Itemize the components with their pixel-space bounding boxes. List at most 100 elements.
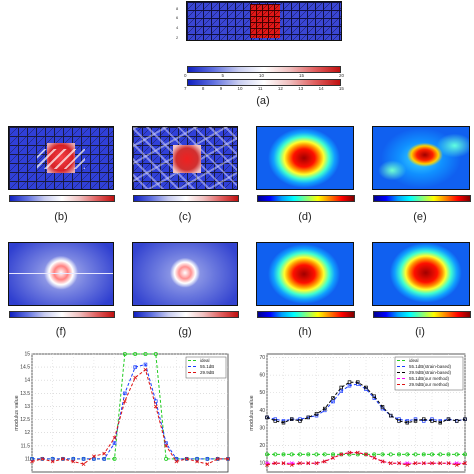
colorbar-d (257, 195, 355, 202)
data-point (388, 452, 393, 457)
data-point (421, 461, 426, 466)
data-point (153, 352, 158, 357)
caption-f: (f) (55, 326, 67, 338)
data-point (422, 417, 426, 421)
colorbar-h (257, 311, 355, 318)
data-point (50, 457, 55, 461)
inclusion-c (173, 145, 201, 173)
colorbar-e (373, 195, 471, 202)
data-point (322, 406, 327, 411)
data-point (298, 417, 302, 421)
data-point (446, 452, 451, 457)
data-point (81, 457, 86, 461)
data-point (355, 450, 360, 455)
data-point (123, 391, 127, 396)
y-tick-label: 13.5 (20, 391, 30, 397)
colorbar-c (133, 195, 239, 202)
panel-h-image (256, 242, 354, 306)
data-point (355, 380, 360, 384)
caption-i: (i) (415, 326, 425, 338)
data-point (30, 457, 34, 461)
data-point (133, 365, 137, 369)
data-point (195, 457, 199, 461)
data-point (273, 461, 278, 466)
y-tick: 4 (176, 25, 179, 30)
caption-h: (h) (298, 326, 312, 338)
data-point (215, 457, 220, 461)
panel-b-image (8, 126, 114, 190)
data-point (454, 452, 459, 457)
data-point (446, 417, 451, 421)
data-point (388, 461, 393, 466)
y-tick: 2 (176, 35, 179, 40)
data-point (339, 385, 343, 390)
data-point (281, 461, 286, 466)
data-point (405, 420, 410, 425)
data-point (413, 419, 418, 423)
data-point (164, 443, 168, 448)
data-point (133, 352, 138, 357)
data-point (430, 417, 434, 421)
inclusion-region (250, 4, 280, 38)
data-point (133, 375, 138, 380)
y-tick-label: 15 (24, 352, 30, 358)
colorbar-g (133, 311, 239, 318)
data-point (339, 452, 344, 457)
data-point (265, 415, 269, 420)
data-point (397, 419, 401, 423)
data-point (143, 362, 148, 367)
panel-d-image (256, 126, 354, 190)
data-point (397, 461, 401, 466)
data-point (429, 452, 434, 457)
mesh-panel-a (186, 1, 342, 41)
caption-a: (a) (256, 95, 270, 107)
data-point (331, 456, 335, 460)
data-point (273, 452, 278, 457)
data-point (298, 461, 302, 466)
data-point (289, 463, 294, 467)
data-point (92, 457, 96, 461)
legend-entry: 29.9dB(our method) (409, 382, 450, 387)
data-point (430, 461, 434, 466)
data-point (281, 420, 286, 425)
y-tick-label: 30 (259, 425, 265, 431)
data-point (314, 452, 319, 457)
data-point (289, 417, 294, 421)
colorbar-a1 (187, 66, 341, 73)
data-point (92, 454, 96, 459)
chart-right: 70 60 50 40 30 20 10 modulus value ideal55.1dB(s… (249, 353, 467, 473)
data-point (164, 456, 169, 461)
data-point (306, 461, 311, 466)
data-point (281, 452, 286, 457)
data-point (413, 461, 418, 466)
panel-i-image (372, 242, 470, 306)
data-point (372, 452, 377, 457)
data-point (265, 463, 269, 467)
data-point (413, 452, 418, 457)
data-point (112, 441, 117, 445)
data-point (306, 415, 310, 420)
data-point (298, 419, 302, 423)
colorbar-a2 (187, 79, 341, 86)
colorbar-a2-ticks: 7 8 9 10 11 12 13 14 15 (184, 86, 344, 91)
data-point (71, 459, 76, 464)
data-point (40, 457, 45, 461)
separator-line-f (9, 273, 113, 274)
legend-entry: 55.1dB(our method) (409, 376, 450, 381)
data-point (364, 452, 368, 457)
data-point (438, 420, 443, 425)
panel-a: 8 6 4 2 0 5 10 15 20 7 8 9 10 11 12 13 14 15 (a) (0, 0, 474, 112)
caption-d: (d) (298, 211, 312, 223)
data-point (102, 451, 107, 456)
data-point (331, 452, 336, 457)
y-axis-ticks-a: 8 6 4 2 (176, 6, 184, 40)
data-point (347, 383, 352, 388)
data-point (380, 452, 385, 457)
data-point (446, 461, 451, 466)
data-point (174, 459, 179, 464)
artifact-b (37, 149, 85, 169)
data-point (396, 452, 401, 457)
legend-entry: ideal (409, 358, 419, 363)
panel-g-image (132, 242, 238, 306)
panel-e-image (372, 126, 470, 190)
